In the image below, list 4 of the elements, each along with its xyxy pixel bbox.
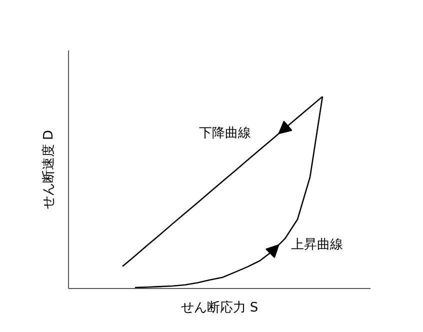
series-label: 上昇曲線	[290, 237, 343, 252]
x-axis-title: せん断応力 S	[180, 300, 258, 316]
series-label: 下降曲線	[198, 126, 251, 142]
y-axis-title: せん断速度 D	[40, 130, 56, 210]
